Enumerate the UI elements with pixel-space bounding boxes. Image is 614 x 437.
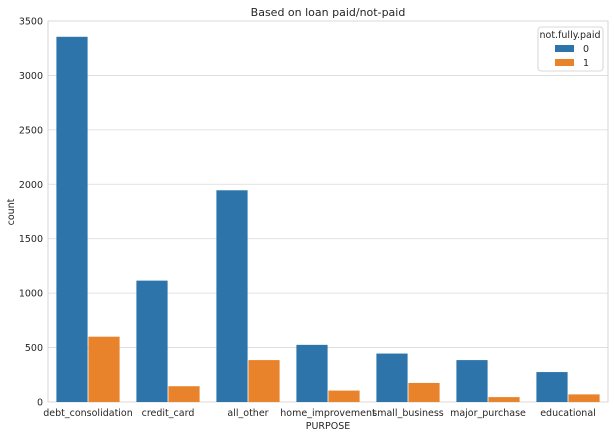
x-tick-labels: debt_consolidation credit_card all_other ho… — [43, 408, 596, 419]
legend-swatch-1 — [555, 59, 574, 66]
y-tick-label-4: 2000 — [19, 180, 43, 191]
bar-debt_consolidation-0 — [56, 37, 87, 402]
y-tick-label-0: 0 — [37, 398, 43, 409]
bar-home_improvement-0 — [296, 345, 327, 402]
legend-label-1: 1 — [583, 58, 589, 69]
x-tick-label-4: small_business — [372, 408, 444, 419]
bar-educational-0 — [536, 372, 567, 402]
y-tick-label-7: 3500 — [19, 17, 43, 28]
bar-home_improvement-1 — [328, 391, 359, 402]
legend-swatch-0 — [555, 45, 574, 52]
plot-area — [48, 21, 608, 402]
x-tick-label-5: major_purchase — [450, 408, 526, 419]
x-tick-label-1: credit_card — [142, 408, 195, 419]
bar-educational-1 — [568, 394, 599, 402]
y-tick-label-1: 500 — [25, 343, 43, 354]
legend: not.fully.paid 0 1 — [538, 27, 603, 71]
y-tick-label-3: 1500 — [19, 234, 43, 245]
legend-title: not.fully.paid — [539, 30, 600, 41]
bar-debt_consolidation-1 — [88, 337, 119, 402]
x-tick-label-3: home_improvement — [280, 408, 376, 419]
x-tick-label-2: all_other — [227, 408, 268, 419]
bar-all_other-1 — [248, 360, 279, 402]
bar-small_business-0 — [376, 354, 407, 402]
y-axis-label: count — [6, 198, 17, 225]
x-tick-label-0: debt_consolidation — [43, 408, 133, 419]
bar-small_business-1 — [408, 383, 439, 402]
x-axis-label: PURPOSE — [306, 421, 351, 432]
x-tick-label-6: educational — [540, 408, 596, 419]
y-tick-label-5: 2500 — [19, 125, 43, 136]
y-tick-label-2: 1000 — [19, 289, 43, 300]
bar-credit_card-0 — [136, 281, 167, 402]
chart-title: Based on loan paid/not-paid — [251, 6, 406, 19]
bar-major_purchase-0 — [456, 360, 487, 402]
y-tick-labels: 0 500 1000 1500 2000 2500 3000 3500 — [19, 17, 43, 409]
bar-all_other-0 — [216, 190, 247, 402]
y-tick-label-6: 3000 — [19, 71, 43, 82]
bar-credit_card-1 — [168, 386, 199, 402]
legend-label-0: 0 — [583, 44, 589, 55]
bar-major_purchase-1 — [488, 397, 519, 402]
